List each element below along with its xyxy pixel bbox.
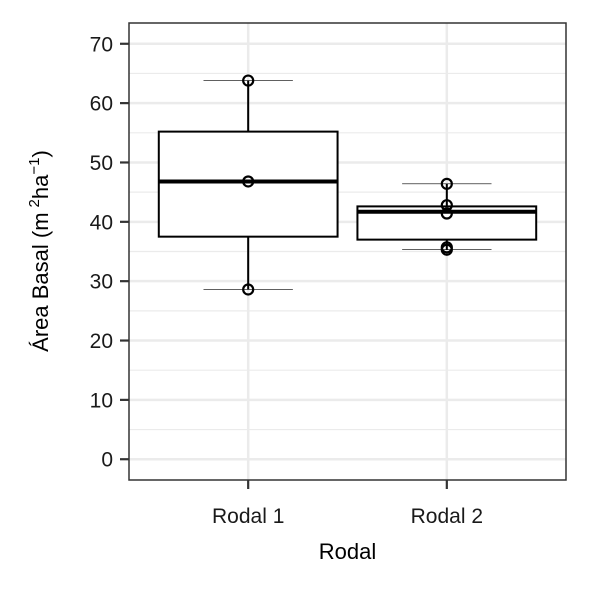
x-tick-label-rodal-2: Rodal 2: [411, 505, 483, 528]
y-axis-title: Área Basal (m 2ha−1): [26, 150, 53, 352]
y-axis-title-prefix: Área Basal (m: [28, 212, 53, 351]
data-point-rodal-1: [242, 74, 255, 87]
data-point-rodal-2: [440, 243, 453, 256]
data-point-rodal-1: [242, 283, 255, 296]
data-point-rodal-2: [440, 177, 453, 190]
y-tick-label-20: 20: [90, 330, 113, 353]
plot-panel-border: [128, 22, 567, 481]
y-tick-label-0: 0: [101, 449, 113, 472]
data-point-rodal-2: [440, 199, 453, 212]
y-tick-label-70: 70: [90, 33, 113, 56]
minor-gridlines: [129, 72, 566, 431]
data-point-rodal-1: [242, 175, 255, 188]
y-axis-title-exponent-1: 2: [26, 199, 43, 207]
point-layer: [242, 74, 453, 296]
x-tick-label-rodal-1: Rodal 1: [212, 505, 284, 528]
y-tick-label-30: 30: [90, 271, 113, 294]
box-layer: [157, 80, 538, 290]
y-axis-title-unit: ha: [28, 174, 53, 199]
x-axis-title: Rodal: [319, 539, 376, 564]
x-axis: Rodal 1 Rodal 2: [212, 480, 483, 528]
y-axis-title-exponent-2: −1: [26, 158, 43, 175]
y-tick-label-10: 10: [90, 389, 113, 412]
y-axis-title-suffix: ): [28, 150, 53, 157]
y-tick-label-40: 40: [90, 211, 113, 234]
y-tick-label-60: 60: [90, 93, 113, 116]
box-rodal-1: [157, 130, 339, 238]
y-axis: 0 10 20 30 40 50 60 70: [90, 33, 129, 472]
y-tick-label-50: 50: [90, 152, 113, 175]
data-point-rodal-2: [440, 207, 453, 220]
